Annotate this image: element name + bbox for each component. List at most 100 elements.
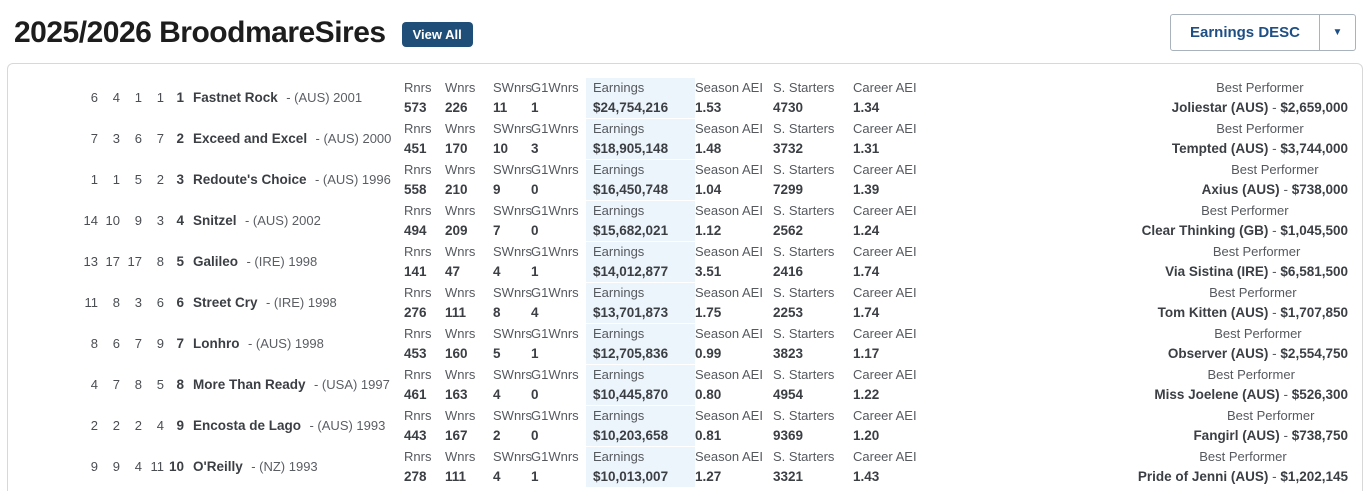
sire-row: 4 7 8 5 8 More Than Ready - (USA) 1997 R…: [8, 364, 1362, 405]
best-performer-label: Best Performer: [1231, 161, 1319, 177]
stat-g1wnrs: G1Wnrs 0: [531, 161, 579, 197]
current-rank: 2: [176, 131, 184, 146]
sire-name-link[interactable]: Street Cry: [193, 294, 258, 310]
sort-dropdown[interactable]: Earnings DESC ▼: [1169, 14, 1356, 51]
stat-earnings: Earnings $15,682,021: [586, 200, 695, 241]
stat-g1wnrs: G1Wnrs 1: [531, 243, 579, 279]
sire-origin: - (AUS) 1996: [314, 171, 391, 187]
current-rank: 7: [176, 336, 184, 351]
prev-rank-2: 8: [112, 295, 120, 310]
sire-identity: 14 10 9 3 4 Snitzel - (AUS) 2002: [8, 212, 404, 230]
best-performer-name: Clear Thinking (GB): [1141, 222, 1269, 238]
sire-rows-list: 6 4 1 1 1 Fastnet Rock - (AUS) 2001 Rnrs…: [8, 77, 1362, 487]
best-performer-name: Joliestar (AUS): [1171, 99, 1269, 115]
prev-rank-2: 10: [105, 213, 120, 228]
best-performer-name: Miss Joelene (AUS): [1154, 386, 1280, 402]
view-all-button[interactable]: View All: [401, 22, 473, 47]
prev-rank-3: 7: [134, 336, 142, 351]
best-performer-label: Best Performer: [1227, 407, 1315, 423]
sire-origin: - (IRE) 1998: [265, 294, 337, 310]
stat-season-aei: Season AEI 0.99: [695, 325, 763, 361]
sire-stats: Rnrs 558 Wnrs 210 SWnrs 9 G1Wnrs 0 Earni…: [404, 159, 943, 200]
sire-origin: - (IRE) 1998: [246, 253, 318, 269]
best-performer-value: Via Sistina (IRE) - $6,581,500: [1165, 262, 1348, 282]
sire-origin: - (USA) 1997: [313, 376, 390, 392]
best-performer-cell: Best Performer Tom Kitten (AUS) - $1,707…: [943, 283, 1362, 323]
stat-g1wnrs: G1Wnrs 4: [531, 284, 579, 320]
stat-swnrs: SWnrs 4: [493, 366, 532, 402]
best-performer-cell: Best Performer Axius (AUS) - $738,000: [943, 160, 1362, 200]
stat-rnrs: Rnrs 461: [404, 366, 432, 402]
stat-g1wnrs: G1Wnrs 0: [531, 202, 579, 238]
best-performer-label: Best Performer: [1209, 284, 1297, 300]
stat-rnrs: Rnrs 453: [404, 325, 432, 361]
sire-stats: Rnrs 443 Wnrs 167 SWnrs 2 G1Wnrs 0 Earni…: [404, 405, 943, 446]
sire-name-link[interactable]: Snitzel: [193, 212, 237, 228]
stat-s-starters: S. Starters 9369: [773, 407, 835, 443]
stat-s-starters: S. Starters 2416: [773, 243, 835, 279]
best-performer-value: Pride of Jenni (AUS) - $1,202,145: [1138, 467, 1348, 487]
sort-dropdown-label[interactable]: Earnings DESC: [1189, 24, 1300, 41]
current-rank: 5: [176, 254, 184, 269]
sire-name-link[interactable]: Lonhro: [193, 335, 240, 351]
prev-rank-4: 9: [156, 336, 164, 351]
prev-rank-3: 1: [134, 90, 142, 105]
prev-rank-4: 6: [156, 295, 164, 310]
stat-s-starters: S. Starters 2562: [773, 202, 835, 238]
best-performer-earnings: $1,045,500: [1280, 222, 1348, 238]
prev-rank-1: 13: [83, 254, 98, 269]
stat-wnrs: Wnrs 47: [445, 243, 476, 279]
broodmare-sires-table: 6 4 1 1 1 Fastnet Rock - (AUS) 2001 Rnrs…: [7, 63, 1363, 491]
sire-name-link[interactable]: Redoute's Choice: [193, 171, 307, 187]
stat-career-aei: Career AEI 1.22: [853, 366, 917, 402]
best-performer-earnings: $1,707,850: [1280, 304, 1348, 320]
best-performer-value: Observer (AUS) - $2,554,750: [1168, 344, 1348, 364]
sire-name-link[interactable]: O'Reilly: [193, 458, 243, 474]
sire-row: 1 1 5 2 3 Redoute's Choice - (AUS) 1996 …: [8, 159, 1362, 200]
sire-identity: 4 7 8 5 8 More Than Ready - (USA) 1997: [8, 376, 404, 394]
stat-g1wnrs: G1Wnrs 0: [531, 366, 579, 402]
sire-origin: - (AUS) 1993: [309, 417, 386, 433]
prev-rank-4: 5: [156, 377, 164, 392]
stat-s-starters: S. Starters 3321: [773, 448, 835, 484]
best-performer-cell: Best Performer Fangirl (AUS) - $738,750: [943, 406, 1362, 446]
best-performer-cell: Best Performer Clear Thinking (GB) - $1,…: [943, 201, 1362, 241]
prev-rank-1: 7: [90, 131, 98, 146]
stat-wnrs: Wnrs 226: [445, 79, 476, 115]
stat-g1wnrs: G1Wnrs 1: [531, 79, 579, 115]
stat-season-aei: Season AEI 3.51: [695, 243, 763, 279]
best-performer-name: Pride of Jenni (AUS): [1137, 468, 1269, 484]
sire-origin: - (AUS) 2000: [315, 130, 392, 146]
chevron-down-icon[interactable]: ▼: [1319, 15, 1355, 50]
sire-name-link[interactable]: Encosta de Lago: [193, 417, 302, 433]
prev-rank-4: 3: [156, 213, 164, 228]
best-performer-label: Best Performer: [1201, 202, 1289, 218]
sire-name-link[interactable]: Exceed and Excel: [193, 130, 308, 146]
stat-rnrs: Rnrs 558: [404, 161, 432, 197]
best-performer-cell: Best Performer Pride of Jenni (AUS) - $1…: [943, 447, 1362, 487]
stat-rnrs: Rnrs 494: [404, 202, 432, 238]
sire-name-link[interactable]: Fastnet Rock: [193, 89, 278, 105]
sire-row: 7 3 6 7 2 Exceed and Excel - (AUS) 2000 …: [8, 118, 1362, 159]
prev-rank-1: 1: [90, 172, 98, 187]
prev-rank-3: 5: [134, 172, 142, 187]
sire-stats: Rnrs 461 Wnrs 163 SWnrs 4 G1Wnrs 0 Earni…: [404, 364, 943, 405]
prev-rank-1: 6: [90, 90, 98, 105]
sire-identity: 7 3 6 7 2 Exceed and Excel - (AUS) 2000: [8, 130, 404, 148]
stat-wnrs: Wnrs 111: [445, 284, 476, 320]
stat-wnrs: Wnrs 163: [445, 366, 476, 402]
best-performer-label: Best Performer: [1214, 325, 1302, 341]
best-performer-separator: -: [1268, 99, 1281, 115]
stat-swnrs: SWnrs 10: [493, 120, 532, 156]
sire-name-link[interactable]: More Than Ready: [193, 376, 306, 392]
sire-name-link[interactable]: Galileo: [193, 253, 239, 269]
stat-wnrs: Wnrs 209: [445, 202, 476, 238]
best-performer-name: Tempted (AUS): [1171, 140, 1269, 156]
best-performer-separator: -: [1268, 263, 1281, 279]
best-performer-label: Best Performer: [1212, 243, 1301, 259]
stat-earnings: Earnings $10,203,658: [586, 405, 695, 446]
stat-wnrs: Wnrs 210: [445, 161, 476, 197]
prev-rank-1: 9: [90, 459, 98, 474]
stat-season-aei: Season AEI 1.04: [695, 161, 763, 197]
best-performer-separator: -: [1268, 304, 1281, 320]
